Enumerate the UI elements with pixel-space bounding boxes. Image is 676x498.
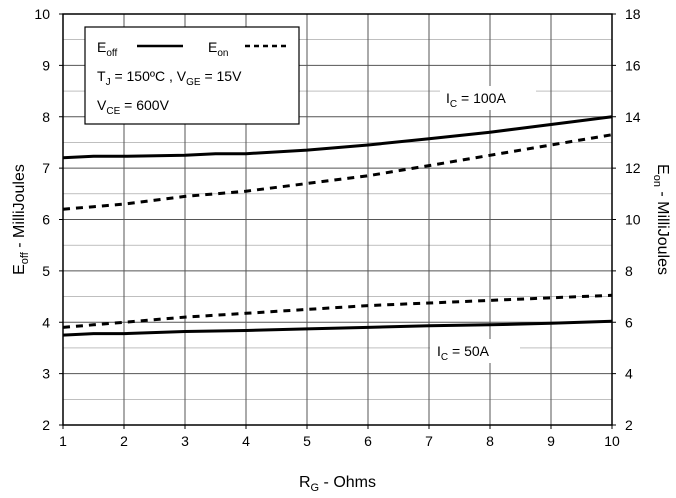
- series-line-eoff-100a: [62, 115, 613, 160]
- annotation-ic-100a: IC = 100A: [446, 90, 506, 110]
- y-right-tick-label: 18: [625, 6, 641, 22]
- y-left-tick-label: 4: [42, 314, 50, 330]
- x-tick-label: 3: [181, 433, 189, 449]
- y-left-tick-label: 5: [42, 263, 50, 279]
- x-tick-label: 4: [242, 433, 250, 449]
- x-tick-label: 10: [604, 433, 620, 449]
- series-line-eoff-50a: [62, 319, 613, 337]
- annotation-ic-100a-bg: [440, 86, 536, 110]
- series-line-eon-100a: [62, 133, 613, 211]
- series-line-eon-50a: [62, 293, 613, 329]
- legend-eon-label: Eon: [208, 39, 228, 59]
- y-left-tick-label: 2: [42, 417, 50, 433]
- y-left-tick-label: 6: [42, 212, 50, 228]
- y-right-tick-label: 8: [625, 263, 633, 279]
- x-tick-label: 2: [120, 433, 128, 449]
- y-right-tick-label: 2: [625, 417, 633, 433]
- x-axis-label: RG - Ohms: [299, 474, 376, 494]
- x-tick-label: 9: [547, 433, 555, 449]
- x-tick-label: 5: [303, 433, 311, 449]
- grid: [63, 14, 612, 425]
- y-left-tick-label: 9: [42, 57, 50, 73]
- legend-conditions-line-1: TJ = 150ºC , VGE = 15V: [97, 68, 242, 88]
- y-right-tick-label: 12: [625, 160, 641, 176]
- y-right-tick-label: 6: [625, 314, 633, 330]
- y-right-axis-label: Eon - MilliJoules: [651, 164, 671, 275]
- y-right-tick-label: 16: [625, 57, 641, 73]
- y-right-tick-label: 14: [625, 109, 641, 125]
- y-right-tick-label: 4: [625, 366, 633, 382]
- x-tick-label: 8: [486, 433, 494, 449]
- legend-eoff-label: Eoff: [97, 39, 118, 59]
- series-group: [62, 115, 613, 337]
- legend: Eoff Eon TJ = 150ºC , VGE = 15V VCE = 60…: [84, 26, 300, 125]
- y-left-tick-label: 3: [42, 366, 50, 382]
- y-left-tick-label: 8: [42, 109, 50, 125]
- x-tick-label: 7: [425, 433, 433, 449]
- legend-box: [84, 26, 300, 125]
- x-tick-label: 1: [59, 433, 67, 449]
- y-left-axis-label: Eoff - MilliJoules: [11, 164, 31, 275]
- legend-conditions-line-2: VCE = 600V: [97, 97, 170, 117]
- x-tick-label: 6: [364, 433, 372, 449]
- y-left-tick-label: 10: [34, 6, 50, 22]
- y-right-tick-label: 10: [625, 212, 641, 228]
- annotation-ic-50a: IC = 50A: [437, 343, 490, 363]
- y-left-tick-label: 7: [42, 160, 50, 176]
- annotation-ic-50a-bg: [430, 339, 520, 363]
